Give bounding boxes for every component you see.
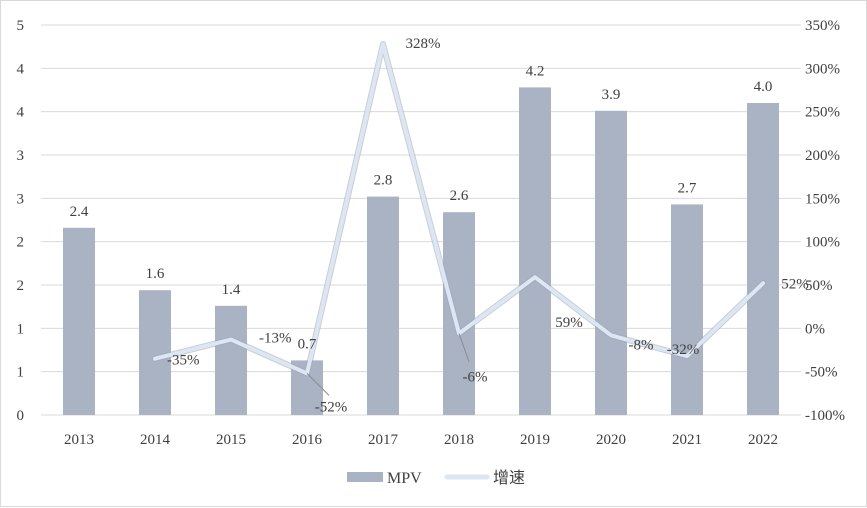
bar-series-mpv [63,87,779,416]
left-axis-tick-label: 2 [17,235,25,251]
left-axis-tick-label: 3 [17,148,25,164]
bar-data-labels: 2.4 1.6 1.4 0.7 2.8 2.6 4.2 3.9 2.7 4.0 [70,63,773,352]
right-axis-tick-label: 100% [805,235,840,251]
bar [63,227,95,415]
right-axis-tick-label: 150% [805,191,840,207]
right-axis-tick-label: -100% [805,408,845,424]
bar-data-label: 2.4 [70,204,89,220]
line-data-label: 59% [555,315,583,331]
x-axis-tick-label: 2018 [444,432,474,448]
right-axis-tick-label: 0% [805,321,825,337]
left-axis-tick-label: 2 [17,278,25,294]
left-axis-tick-labels: 0 1 1 2 2 3 3 4 4 5 [17,18,25,424]
legend-label-mpv: MPV [387,470,422,487]
line-series-growth [152,41,766,377]
left-axis-tick-label: 1 [17,321,25,337]
bar [519,87,551,416]
label-leader-line [306,373,330,396]
line-data-label: -8% [629,337,654,353]
bar-data-label: 4.2 [526,63,545,79]
bar [139,290,171,415]
bar-data-label: 1.6 [146,266,165,282]
line-data-label: -32% [667,342,700,358]
x-axis-tick-label: 2016 [292,432,323,448]
bar-data-label: 2.6 [450,188,469,204]
bar [595,110,627,416]
label-leader-lines [306,333,470,396]
legend-label-growth: 增速 [493,469,525,487]
x-axis-tick-label: 2021 [672,432,702,448]
right-axis-tick-label: 350% [805,18,840,34]
x-axis-tick-labels: 2013 2014 2015 2016 2017 2018 2019 2020 2021 2022 [64,432,778,448]
line-data-label: -6% [463,370,488,386]
right-axis-tick-labels: -100% -50% 0% 50% 100% 150% 200% 250% 300% 350% [805,18,845,424]
right-axis-tick-label: -50% [805,365,838,381]
right-axis-tick-label: 200% [805,148,840,164]
x-axis-tick-label: 2014 [140,432,171,448]
x-axis-tick-label: 2013 [64,432,94,448]
x-axis-tick-label: 2019 [520,432,550,448]
legend-swatch-mpv [347,472,383,482]
line-data-label: 52% [781,276,809,292]
left-axis-tick-label: 3 [17,191,25,207]
x-axis-tick-label: 2022 [748,432,778,448]
bar-data-label: 2.8 [374,173,393,189]
line-data-label: -13% [259,331,292,347]
left-axis-tick-label: 1 [17,365,25,381]
left-axis-tick-label: 4 [17,61,25,77]
label-leader-line [458,333,470,362]
bar-data-label: 1.4 [222,282,241,298]
left-axis-tick-label: 0 [17,408,25,424]
bar [671,204,703,415]
line-data-label: -35% [167,353,200,369]
legend: MPV 增速 [347,469,525,487]
left-axis-tick-label: 4 [17,105,25,121]
bar-data-label: 4.0 [754,79,773,95]
bar [367,196,399,415]
right-axis-tick-label: 300% [805,61,840,77]
bar-data-label: 2.7 [678,180,697,196]
left-axis-tick-label: 5 [17,18,25,34]
bar-data-label: 3.9 [602,87,621,103]
x-axis-tick-label: 2015 [216,432,246,448]
line-data-labels: -35% -13% -52% 328% -6% 59% -8% -32% 52% [167,36,809,415]
line-data-label: 328% [406,36,441,52]
growth-line [153,42,765,376]
bar-data-label: 0.7 [298,336,317,352]
bar [215,305,247,415]
x-axis-tick-label: 2020 [596,432,626,448]
right-axis-tick-label: 250% [805,105,840,121]
bar [443,212,475,415]
right-axis-tick-label: 50% [805,278,833,294]
line-data-label: -52% [315,399,348,415]
bar [747,103,779,415]
x-axis-tick-label: 2017 [368,432,399,448]
